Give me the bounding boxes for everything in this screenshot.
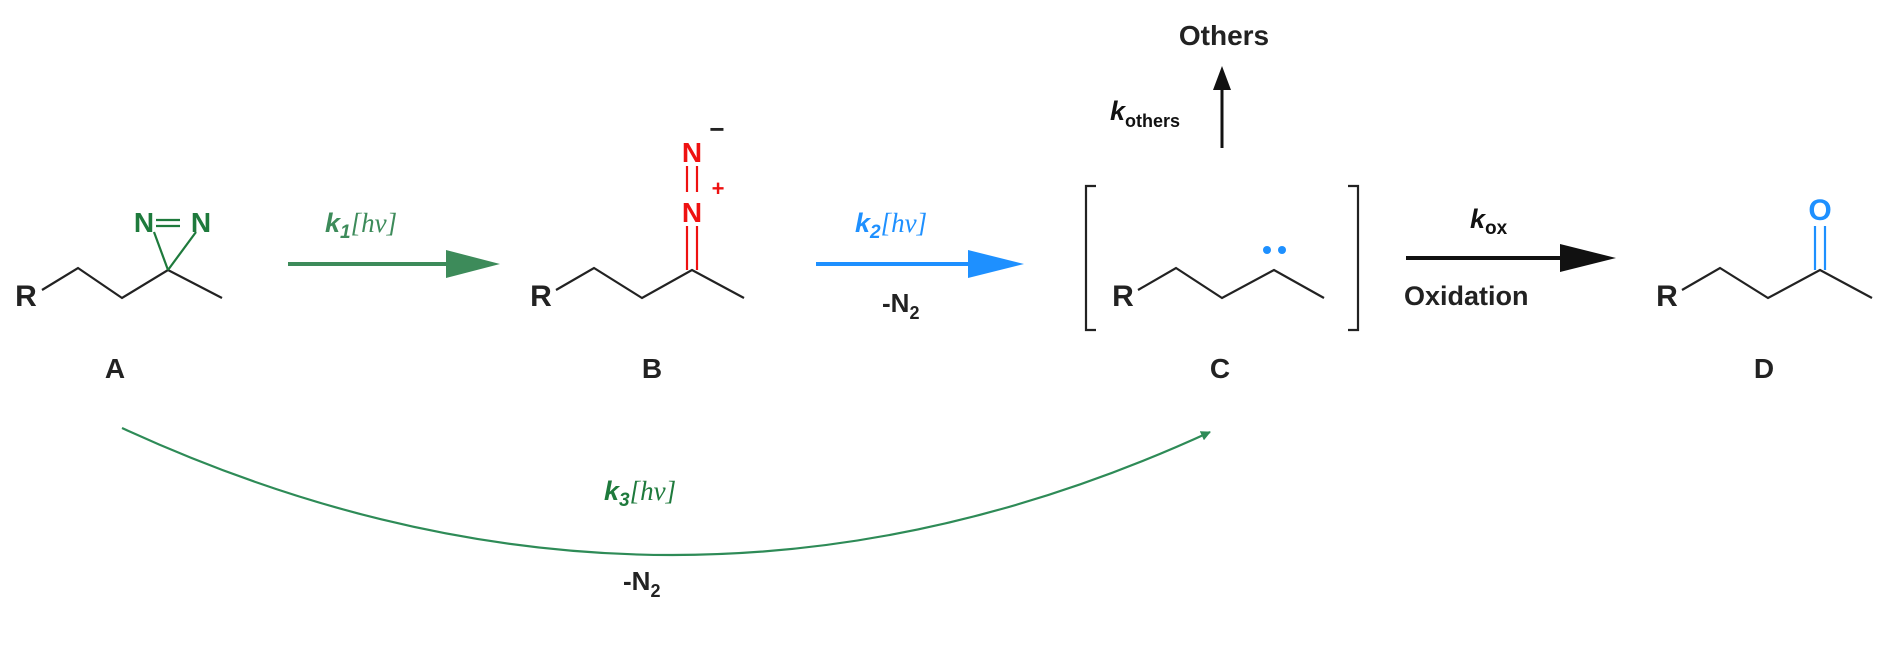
arrow-k1: k1[hν]	[288, 208, 500, 278]
compound-a-label: A	[105, 353, 125, 384]
compound-d-oxygen: O	[1808, 194, 1831, 227]
arrow-k1-label: k1[hν]	[325, 208, 397, 243]
arrow-kox-head	[1560, 244, 1616, 272]
arrow-k2-label: k2[hν]	[855, 208, 927, 243]
arrow-k3: k3[hν] -N2	[121, 427, 1211, 601]
compound-d-label: D	[1754, 353, 1774, 384]
compound-c-label: C	[1210, 353, 1230, 384]
arrow-k3-nitrogen-loss: -N2	[623, 566, 660, 601]
compound-a: R N N A	[15, 207, 223, 384]
others-arrow-head	[1213, 66, 1231, 90]
arrow-k2-nitrogen-loss: -N2	[882, 288, 919, 323]
others-label: Others	[1179, 20, 1269, 51]
arrow-k3-curve	[121, 427, 1211, 557]
compound-b: R N + N − B	[530, 114, 745, 384]
compound-c-lone-pair-dot-1	[1263, 246, 1271, 254]
compound-c: R C	[1084, 184, 1360, 384]
compound-b-label: B	[642, 353, 662, 384]
compound-b-chain	[555, 266, 745, 300]
arrow-k1-head	[446, 250, 500, 278]
arrow-k2: k2[hν] -N2	[816, 208, 1024, 323]
compound-b-nitrogen-inner: N	[682, 197, 702, 228]
arrow-kox: kox Oxidation	[1404, 204, 1616, 311]
compound-d: R O D	[1656, 194, 1873, 384]
arrow-kox-oxidation-label: Oxidation	[1404, 281, 1529, 311]
arrow-k3-label: k3[hν]	[604, 476, 676, 511]
compound-a-ring-bond-left	[152, 231, 170, 271]
compound-c-bracket-left	[1084, 184, 1096, 332]
compound-a-r-group: R	[15, 280, 37, 313]
compound-b-minus-charge: −	[709, 114, 724, 144]
compound-c-bracket-right	[1348, 184, 1360, 332]
compound-c-lone-pair-dot-2	[1278, 246, 1286, 254]
compound-c-r-group: R	[1112, 280, 1134, 313]
others-rate-label: kothers	[1110, 96, 1180, 131]
compound-d-chain	[1681, 266, 1873, 300]
compound-a-nitrogen-2: N	[191, 207, 211, 238]
compound-a-nitrogen-1: N	[134, 207, 154, 238]
compound-a-ring-bond-right	[167, 231, 197, 271]
compound-b-r-group: R	[530, 280, 552, 313]
others-branch: Others kothers	[1110, 20, 1269, 148]
compound-d-r-group: R	[1656, 280, 1678, 313]
arrow-kox-label: kox	[1470, 204, 1508, 239]
arrow-k2-head	[968, 250, 1024, 278]
compound-b-nitrogen-terminal: N	[682, 137, 702, 168]
compound-b-plus-charge: +	[712, 176, 725, 201]
compound-c-chain	[1137, 266, 1325, 300]
compound-a-chain	[41, 266, 223, 300]
